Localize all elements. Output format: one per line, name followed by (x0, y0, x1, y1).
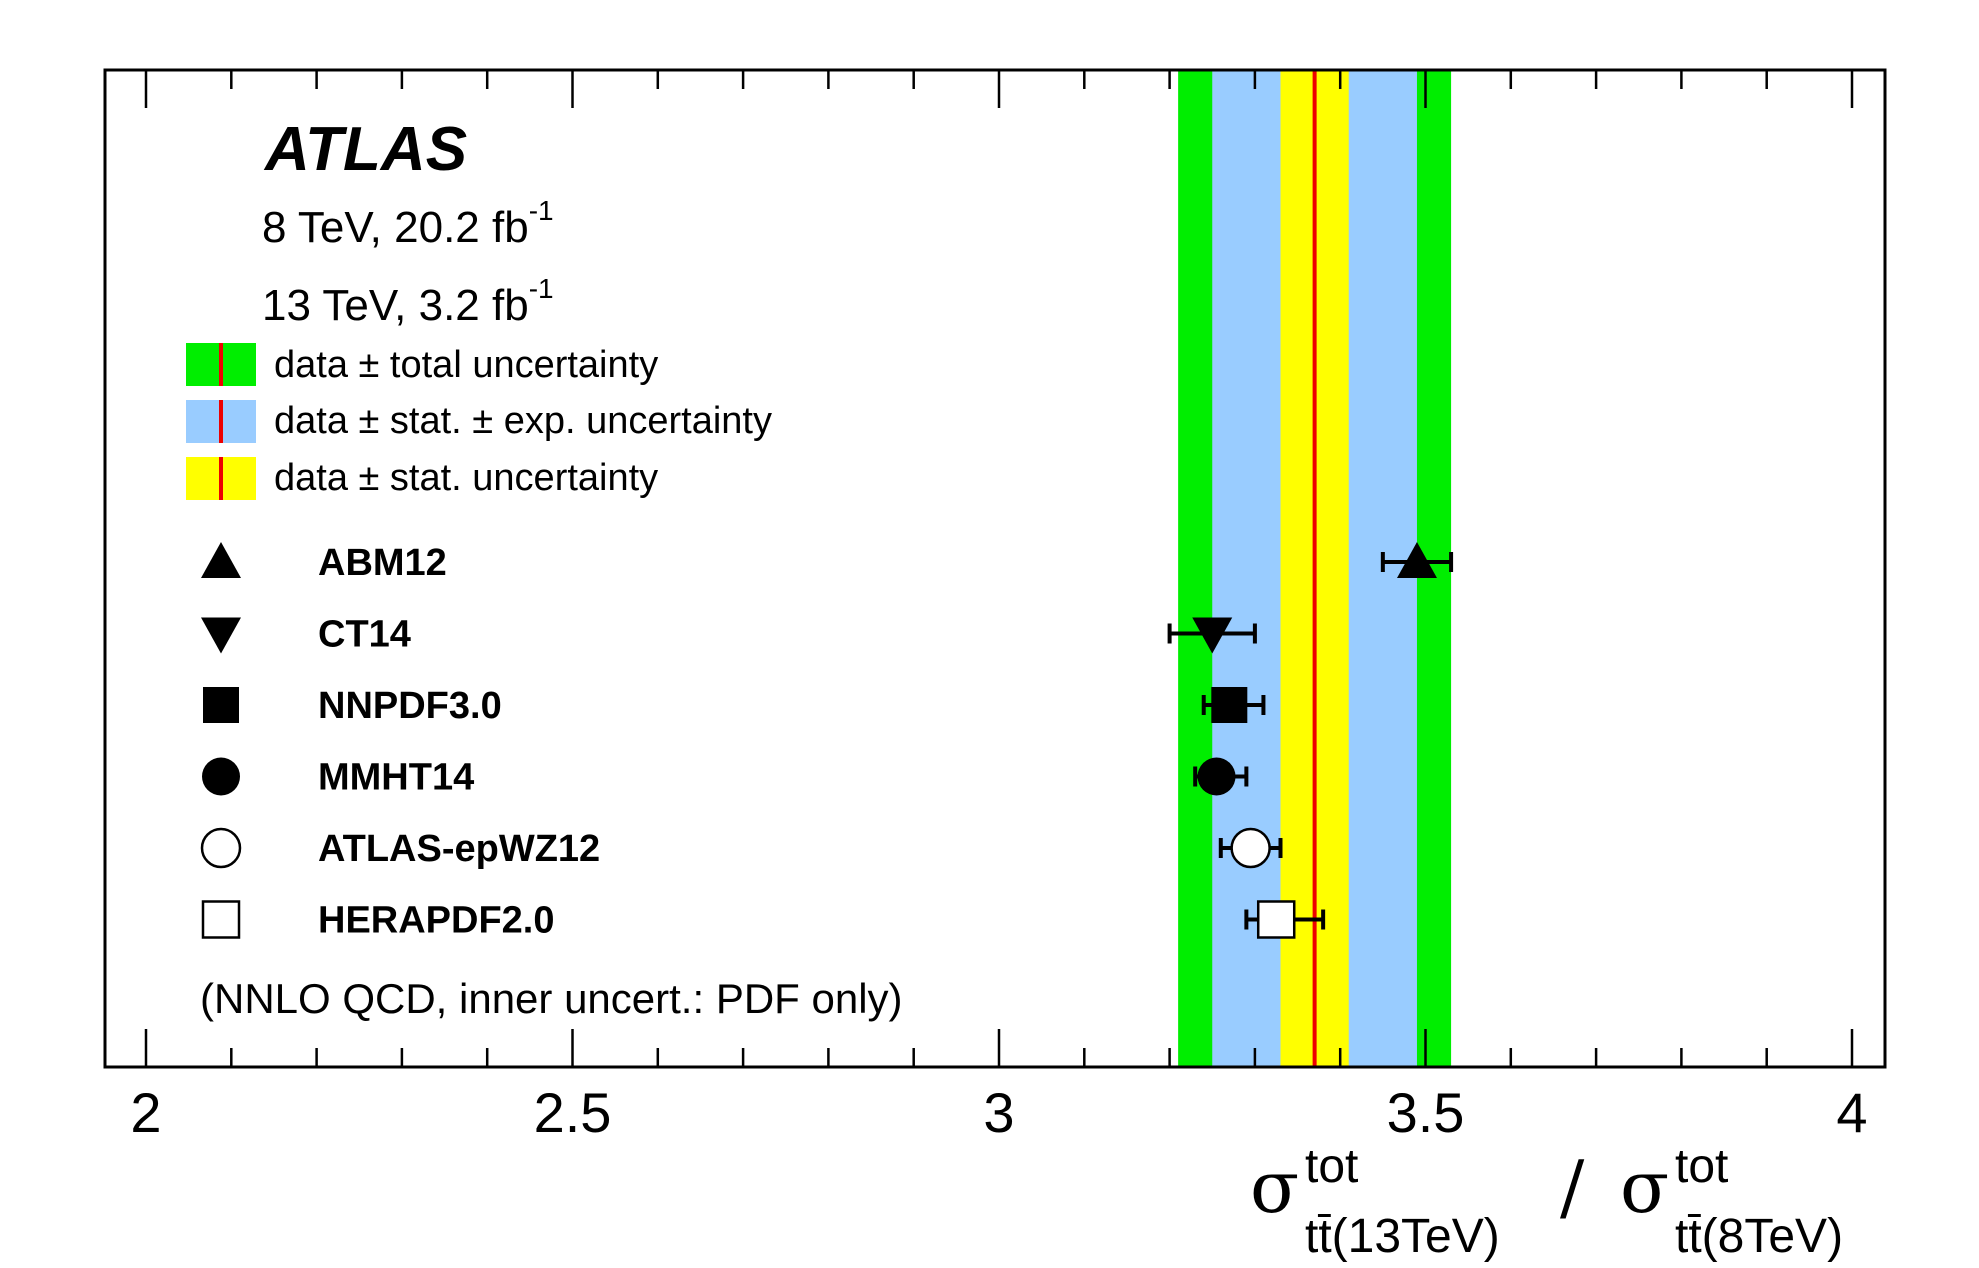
x-label-sup-den: tot (1675, 1140, 1728, 1193)
legend-band-total: data ± total uncertainty (186, 343, 658, 386)
legend-marker-triangle-down (201, 617, 241, 654)
prediction-ct14: CT14 (201, 614, 1257, 656)
legend-band-stat-exp: data ± stat. ± exp. uncertainty (186, 400, 772, 443)
legend-marker-triangle-up (201, 542, 241, 578)
prediction-mmht14: MMHT14 (202, 757, 1249, 799)
prediction-label: ABM12 (318, 542, 447, 584)
atlas-label: ATLAS (263, 115, 467, 184)
x-tick-label: 3.5 (1387, 1081, 1465, 1144)
x-label-sub-num: tt̄(13TeV) (1305, 1210, 1500, 1263)
x-label-sigma-den: σ (1620, 1145, 1669, 1229)
prediction-label: ATLAS-epWZ12 (318, 828, 600, 870)
legend-marker-square-filled (203, 687, 239, 723)
x-label-sup-num: tot (1305, 1140, 1358, 1193)
prediction-label: CT14 (318, 614, 411, 656)
theory-note: (NNLO QCD, inner uncert.: PDF only) (200, 975, 903, 1022)
legend-marker-circle-filled (202, 757, 240, 796)
data-marker-circle-filled (1197, 757, 1236, 796)
data-marker-triangle-down (1192, 617, 1233, 654)
x-label-sigma-num: σ (1250, 1145, 1299, 1229)
prediction-label: MMHT14 (318, 757, 474, 799)
x-axis-tick-labels: 2 2.5 3 3.5 4 (130, 1081, 1867, 1144)
x-tick-label: 2 (130, 1081, 161, 1144)
plot-frame (103, 68, 1887, 1069)
prediction-label: NNPDF3.0 (318, 685, 502, 727)
data-marker-square-open (1256, 900, 1296, 939)
legend-label-total: data ± total uncertainty (274, 344, 658, 386)
x-label-slash: / (1560, 1145, 1585, 1229)
legend-label-stat-exp: data ± stat. ± exp. uncertainty (274, 400, 772, 442)
data-marker-square-filled (1211, 687, 1248, 723)
x-axis-label: σ tot tt̄(13TeV) / σ tot tt̄(8TeV) (1250, 1140, 1843, 1263)
data-marker-circle-open (1230, 827, 1271, 869)
legend-label-stat: data ± stat. uncertainty (274, 457, 658, 499)
predictions: ABM12 CT14 NNPDF3.0 MMHT14 ATLAS-epWZ12 HERAP… (200, 542, 1454, 942)
prediction-abm12: ABM12 (201, 542, 1454, 584)
x-tick-label: 4 (1836, 1081, 1867, 1144)
prediction-atlas-epwz12: ATLAS-epWZ12 (200, 827, 1283, 870)
lumi-8tev: 8 TeV, 20.2 fb-1 (262, 195, 554, 252)
x-tick-label: 2.5 (534, 1081, 612, 1144)
x-label-sub-den: tt̄(8TeV) (1675, 1210, 1843, 1263)
prediction-nnpdf3-0: NNPDF3.0 (203, 685, 1266, 727)
lumi-13tev: 13 TeV, 3.2 fb-1 (262, 273, 554, 330)
x-axis-ticks (144, 70, 1854, 1067)
legend-marker-square-open (201, 900, 241, 939)
prediction-label: HERAPDF2.0 (318, 900, 555, 942)
legend-band-stat: data ± stat. uncertainty (186, 457, 658, 500)
data-marker-triangle-up (1396, 542, 1437, 578)
prediction-herapdf2-0: HERAPDF2.0 (201, 900, 1326, 942)
legend-marker-circle-open (200, 827, 242, 869)
x-tick-label: 3 (983, 1081, 1014, 1144)
